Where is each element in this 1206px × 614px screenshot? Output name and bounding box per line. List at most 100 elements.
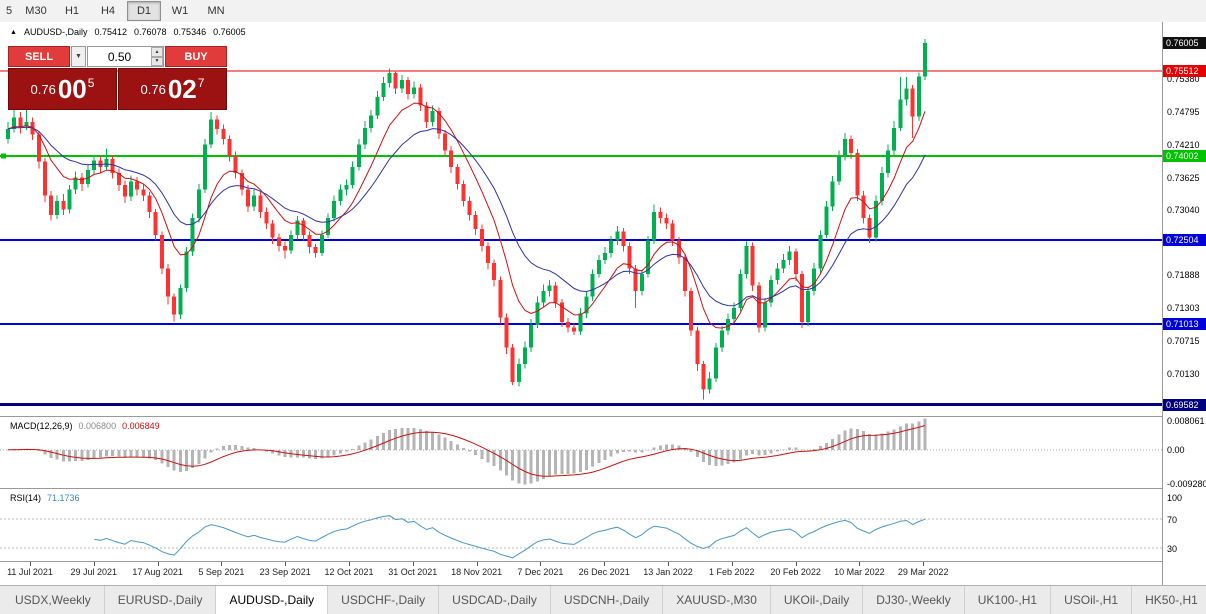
buy-price-box[interactable]: 0.76 02 7 — [118, 68, 227, 110]
date-label: 18 Nov 2021 — [451, 567, 503, 577]
line-drag-handle — [1, 153, 6, 159]
moving-average-19[interactable] — [7, 126, 926, 307]
macd-signal-value: 0.006849 — [122, 421, 160, 431]
date-tick — [795, 562, 797, 566]
rsi-panel-canvas[interactable] — [0, 489, 1162, 561]
rsi-axis-label: 70 — [1167, 514, 1178, 525]
date-label: 23 Sep 2021 — [259, 567, 311, 577]
date-label: 1 Feb 2022 — [709, 567, 755, 577]
sell-price-prefix: 0.76 — [30, 81, 56, 97]
timeframe-button-W1[interactable]: W1 — [171, 5, 189, 17]
rsi-axis-label: 30 — [1167, 543, 1178, 554]
date-label: 13 Jan 2022 — [643, 567, 693, 577]
date-tick — [285, 562, 287, 566]
chart-window[interactable]: 0.75380 0.74795 0.74210 0.73625 0.73040 0.718… — [0, 22, 1206, 585]
date-label: 31 Oct 2021 — [388, 567, 438, 577]
chart-tab-UK100-H1[interactable]: UK100-,H1 — [965, 586, 1052, 614]
date-label: 17 Aug 2021 — [132, 567, 183, 577]
price-axis-label: 0.73625 — [1167, 172, 1200, 183]
price-direction-up-icon: ▲ — [10, 28, 17, 36]
timeframe-toolbar: 5 M30 H1 H4 D1 W1 MN — [0, 0, 1206, 23]
price-badge-0.72504: 0.72504 — [1163, 234, 1206, 247]
price-axis-label: 0.71888 — [1167, 270, 1200, 281]
date-label: 11 Jul 2021 — [7, 567, 53, 577]
macd-signal-line — [7, 425, 926, 477]
panel-separator[interactable] — [0, 416, 1206, 417]
open-value: 0.75412 — [94, 27, 127, 37]
date-axis: 11 Jul 2021 29 Jul 2021 17 Aug 2021 5 Sep 2… — [0, 562, 1162, 585]
symbol-timeframe-label: AUDUSD-,Daily — [23, 27, 88, 37]
one-click-trading-widget: SELL ▼ ▲ ▼ BUY — [8, 46, 227, 110]
macd-axis-label: -0.009280 — [1167, 479, 1206, 490]
sell-button[interactable]: SELL — [8, 46, 70, 67]
date-label: 20 Feb 2022 — [770, 567, 821, 577]
date-tick — [540, 562, 542, 566]
date-label: 12 Oct 2021 — [324, 567, 374, 577]
price-badge-0.69582: 0.69582 — [1163, 398, 1206, 411]
moving-average-9[interactable] — [7, 102, 926, 329]
date-tick — [731, 562, 733, 566]
timeframe-button-5[interactable]: 5 — [5, 5, 13, 17]
rsi-name: RSI(14) — [10, 493, 42, 503]
buy-button[interactable]: BUY — [165, 46, 227, 67]
date-tick — [923, 562, 925, 566]
macd-axis-label: 0.00 — [1167, 445, 1185, 456]
chevron-down-icon: ▼ — [75, 53, 82, 60]
candles — [6, 38, 927, 400]
chart-tab-DJ30-Weekly[interactable]: DJ30-,Weekly — [863, 586, 965, 614]
price-axis-label: 0.70715 — [1167, 336, 1200, 347]
timeframe-button-MN[interactable]: MN — [207, 5, 225, 17]
sell-price-pipette: 5 — [87, 76, 95, 90]
horizontal-line-0.74002[interactable] — [0, 153, 1162, 159]
main-chart-canvas[interactable] — [0, 22, 1162, 416]
buy-price-prefix: 0.76 — [140, 81, 166, 97]
chart-tab-USDX-Weekly[interactable]: USDX,Weekly — [2, 586, 105, 614]
date-tick — [157, 562, 159, 566]
date-label: 29 Mar 2022 — [897, 567, 949, 577]
low-value: 0.75346 — [173, 27, 207, 37]
chart-tab-AUDUSD-Daily[interactable]: AUDUSD-,Daily — [216, 586, 329, 614]
date-label: 29 Jul 2021 — [70, 567, 118, 577]
macd-panel-canvas[interactable] — [0, 417, 1162, 488]
chart-tab-UKOil-Daily[interactable]: UKOil-,Daily — [771, 586, 864, 614]
timeframe-button-H1[interactable]: H1 — [64, 5, 80, 17]
date-tick — [30, 562, 31, 566]
volume-down-button[interactable]: ▼ — [151, 56, 163, 66]
macd-label: MACD(12,26,9) 0.006800 0.006849 — [10, 421, 160, 431]
price-badge-0.71013: 0.71013 — [1163, 318, 1206, 331]
date-label: 26 Dec 2021 — [578, 567, 630, 577]
date-tick — [93, 562, 95, 566]
chart-tab-USDCAD-Daily[interactable]: USDCAD-,Daily — [439, 586, 551, 614]
price-axis: 0.75380 0.74795 0.74210 0.73625 0.73040 0.718… — [1162, 22, 1206, 585]
volume-dropdown-button[interactable]: ▼ — [71, 46, 86, 67]
chart-tabs-bar: USDX,Weekly EURUSD-,Daily AUDUSD-,Daily USD… — [0, 585, 1206, 614]
buy-price-pipette: 7 — [197, 76, 205, 90]
horizontal-lines — [0, 70, 1162, 407]
date-tick — [859, 562, 861, 566]
chart-tab-EURUSD-Daily[interactable]: EURUSD-,Daily — [105, 586, 217, 614]
chart-tab-XAUUSD-M30[interactable]: XAUUSD-,M30 — [663, 586, 771, 614]
volume-up-button[interactable]: ▲ — [151, 47, 163, 57]
macd-axis-label: 0.008061 — [1167, 415, 1205, 426]
sell-price-box[interactable]: 0.76 00 5 — [8, 68, 117, 110]
chart-tab-USOil-H1[interactable]: USOil-,H1 — [1051, 586, 1133, 614]
chart-tab-USDCHF-Daily[interactable]: USDCHF-,Daily — [328, 586, 440, 614]
timeframe-button-D1[interactable]: D1 — [127, 1, 161, 21]
timeframe-button-H4[interactable]: H4 — [100, 5, 116, 17]
panel-separator[interactable] — [0, 488, 1206, 489]
volume-field: ▲ ▼ — [87, 46, 164, 67]
price-badge-0.75512: 0.75512 — [1163, 64, 1206, 77]
price-badge-0.74002: 0.74002 — [1163, 149, 1206, 162]
rsi-value: 71.1736 — [47, 493, 80, 503]
timeframe-button-M30[interactable]: M30 — [25, 5, 47, 17]
high-value: 0.76078 — [134, 27, 167, 37]
date-label: 10 Mar 2022 — [834, 567, 885, 577]
date-label: 7 Dec 2021 — [517, 567, 564, 577]
chart-tab-USDCNH-Daily[interactable]: USDCNH-,Daily — [551, 586, 664, 614]
price-axis-label: 0.74210 — [1167, 139, 1200, 150]
volume-input[interactable] — [88, 47, 163, 66]
chart-tab-HK50-H1[interactable]: HK50-,H1 — [1132, 586, 1206, 614]
ohlc-info: ▲ AUDUSD-,Daily 0.75412 0.76078 0.75346 … — [10, 27, 246, 37]
rsi-label: RSI(14) 71.1736 — [10, 493, 80, 503]
